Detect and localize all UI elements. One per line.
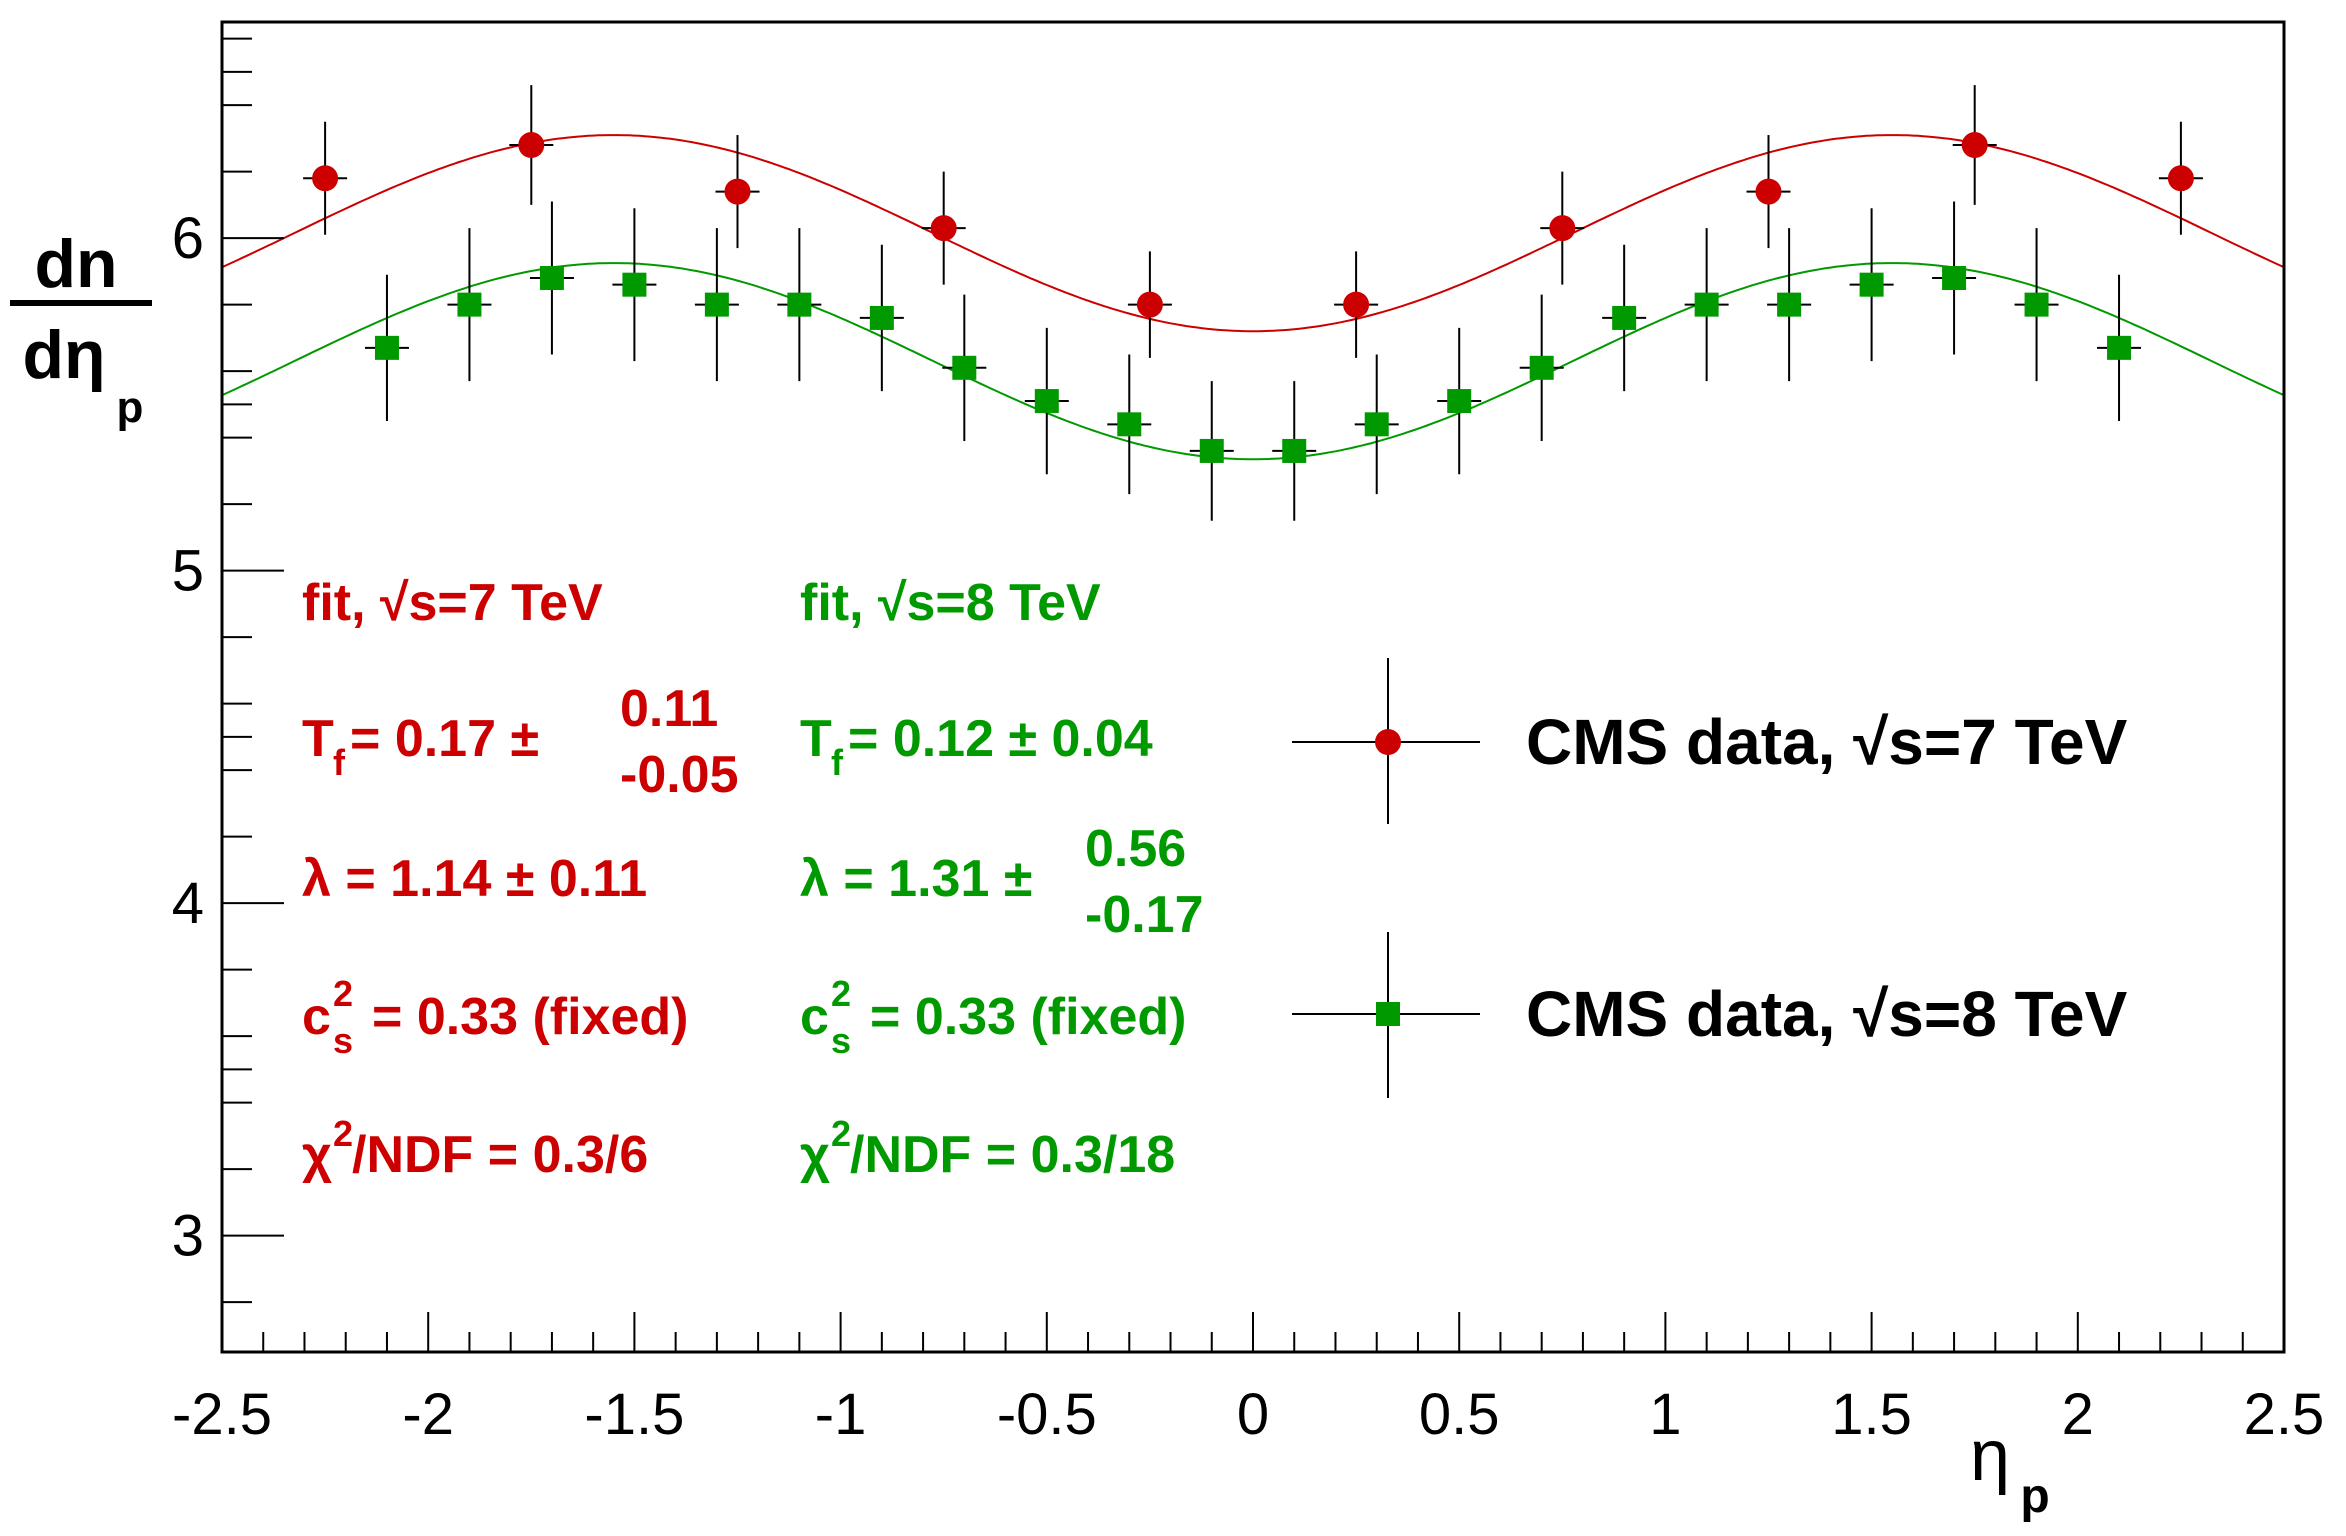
fit8-chi: χ [800,1126,830,1184]
fit8-cs-sub: s [831,1020,851,1061]
x-label-main: η [1970,1416,2010,1496]
fit7-annotation: fit, √s=7 TeV T f = 0.17 ± 0.11 -0.05 λ … [302,574,739,1184]
data-point-8tev [1529,355,1554,380]
legend-entry-7tev: CMS data, √s=7 TeV [1292,658,2128,824]
data-point-8tev [2024,292,2049,317]
fit7-cs-sup: 2 [333,973,353,1014]
data-point-8tev [704,292,729,317]
x-label-sub: p [2020,1470,2049,1523]
fit7-chi-sup: 2 [333,1113,353,1154]
fit8-lambda: λ = 1.31 ± [800,850,1032,908]
data-point-8tev [1364,412,1389,437]
data-point-7tev [930,215,957,242]
data-point-8tev [539,266,564,291]
y-label-denominator: dη [22,317,105,393]
data-point-8tev [1117,412,1142,437]
data-point-7tev [312,165,339,192]
fit7-cs-sub: s [333,1020,353,1061]
data-point-8tev [2107,335,2132,360]
fit8-annotation: fit, √s=8 TeV T f = 0.12 ± 0.04 λ = 1.31… [800,574,1204,1184]
legend-7tev-label: CMS data, √s=7 TeV [1526,706,2128,778]
fit8-cs: c [800,988,829,1046]
fit7-tf-err-down: -0.05 [620,746,739,804]
data-point-8tev [1282,438,1307,463]
fit7-chi-value: /NDF = 0.3/6 [352,1126,648,1184]
x-tick-label: 1 [1649,1382,1681,1447]
x-tick-label: 1.5 [1831,1382,1912,1447]
fit8-tf: T [800,710,832,768]
x-tick-label: -0.5 [997,1382,1097,1447]
fit7-tf-value: = 0.17 ± [350,710,539,768]
legend: CMS data, √s=7 TeV CMS data, √s=8 TeV [1292,658,2128,1098]
fit8-label: fit, √s=8 TeV [800,574,1101,632]
fit7-chi: χ [302,1126,332,1184]
data-point-8tev [1612,305,1637,330]
y-tick-label: 3 [172,1204,204,1269]
data-point-7tev [724,178,751,205]
legend-8tev-marker [1376,1002,1400,1026]
data-point-8tev [1777,292,1802,317]
x-tick-label: -1 [815,1382,867,1447]
fit8-lambda-err-up: 0.56 [1085,820,1186,878]
data-point-7tev [1549,215,1576,242]
fit7-label: fit, √s=7 TeV [302,574,603,632]
data-point-7tev [1136,291,1163,318]
data-point-8tev [374,335,399,360]
x-tick-label: 0 [1237,1382,1269,1447]
data-point-8tev [952,355,977,380]
fit-curve [221,134,2285,333]
y-tick-label: 5 [172,539,204,604]
x-tick-label: -2.5 [172,1382,272,1447]
fit-curve [221,262,2285,461]
x-axis-label: η p [1970,1416,2050,1523]
data-point-8tev [1694,292,1719,317]
fit8-chi-sup: 2 [831,1113,851,1154]
fit8-tf-value: = 0.12 ± 0.04 [848,710,1153,768]
fit8-chi-value: /NDF = 0.3/18 [850,1126,1175,1184]
fit7-cs: c [302,988,331,1046]
y-tick-label: 6 [172,206,204,271]
legend-8tev-label: CMS data, √s=8 TeV [1526,978,2128,1050]
data-points [303,85,2203,521]
x-tick-label: 0.5 [1419,1382,1500,1447]
fit7-tf: T [302,710,334,768]
data-point-8tev [457,292,482,317]
fit7-lambda: λ = 1.14 ± 0.11 [302,850,647,908]
fit7-tf-sub: f [333,742,346,783]
y-axis-label: dn dη p [10,226,152,432]
y-label-numerator: dn [34,226,117,302]
x-tick-label: 2 [2062,1382,2094,1447]
axes: -2.5 -2 -1.5 -1 -0.5 0 0.5 1 1.5 2 2.5 3 4 5 6 [172,37,2325,1447]
fit8-tf-sub: f [831,742,844,783]
fit8-cs-sup: 2 [831,973,851,1014]
legend-7tev-marker [1375,729,1401,755]
data-point-8tev [1859,272,1884,297]
data-point-8tev [1199,438,1224,463]
data-point-7tev [1755,178,1782,205]
y-label-denominator-sub: p [117,383,144,432]
fit7-tf-err-up: 0.11 [620,680,718,738]
fit7-cs-value: = 0.33 (fixed) [372,988,688,1046]
data-point-8tev [869,305,894,330]
x-tick-label: -1.5 [584,1382,684,1447]
data-point-8tev [787,292,812,317]
data-point-8tev [1034,389,1059,414]
data-point-8tev [1447,389,1472,414]
y-tick-label: 4 [172,871,204,936]
data-point-7tev [518,132,545,159]
data-point-8tev [622,272,647,297]
legend-entry-8tev: CMS data, √s=8 TeV [1292,932,2128,1098]
fit8-cs-value: = 0.33 (fixed) [870,988,1186,1046]
x-tick-label: -2 [402,1382,454,1447]
fit8-lambda-err-down: -0.17 [1085,886,1204,944]
data-point-8tev [1942,266,1967,291]
data-point-7tev [2167,165,2194,192]
fit-curves [221,134,2285,461]
data-point-7tev [1343,291,1370,318]
data-point-7tev [1961,132,1988,159]
x-tick-label: 2.5 [2244,1382,2325,1447]
